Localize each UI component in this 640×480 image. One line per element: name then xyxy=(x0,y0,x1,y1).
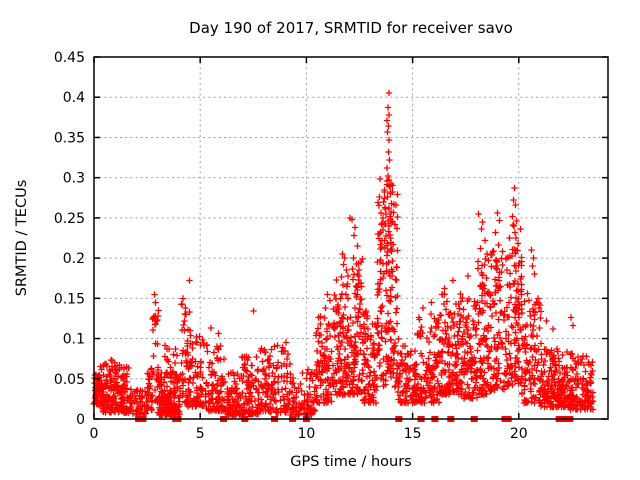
x-tick-label: 5 xyxy=(196,426,205,442)
y-tick-label: 0 xyxy=(76,412,85,428)
axis-ticks xyxy=(93,56,608,420)
y-tick-label: 0.4 xyxy=(63,90,85,106)
data-layer xyxy=(90,89,597,422)
x-tick-label: 20 xyxy=(510,426,528,442)
scatter-points xyxy=(90,89,597,419)
y-tick-label: 0.15 xyxy=(54,291,85,307)
y-tick-label: 0.05 xyxy=(54,372,85,388)
y-tick-label: 0.35 xyxy=(54,130,85,146)
chart-title: Day 190 of 2017, SRMTID for receiver sav… xyxy=(189,19,513,37)
plot-border xyxy=(93,56,609,420)
plot-frame xyxy=(93,56,609,420)
x-tick-label: 15 xyxy=(404,426,422,442)
y-tick-label: 0.3 xyxy=(63,171,85,187)
y-tick-label: 0.1 xyxy=(63,332,85,348)
y-tick-label: 0.25 xyxy=(54,211,85,227)
y-tick-label: 0.45 xyxy=(54,50,85,66)
tick-labels: 0 5 10 15 20 0 0.05 0.1 0.15 0.2 0.25 0.3 0.35 0.4 0.4… xyxy=(54,50,528,442)
x-tick-label: 10 xyxy=(297,426,315,442)
x-axis-label: GPS time / hours xyxy=(290,454,411,470)
y-axis-label: SRMTID / TECUs xyxy=(14,180,30,297)
x-tick-label: 0 xyxy=(90,426,99,442)
y-tick-label: 0.2 xyxy=(63,251,85,267)
